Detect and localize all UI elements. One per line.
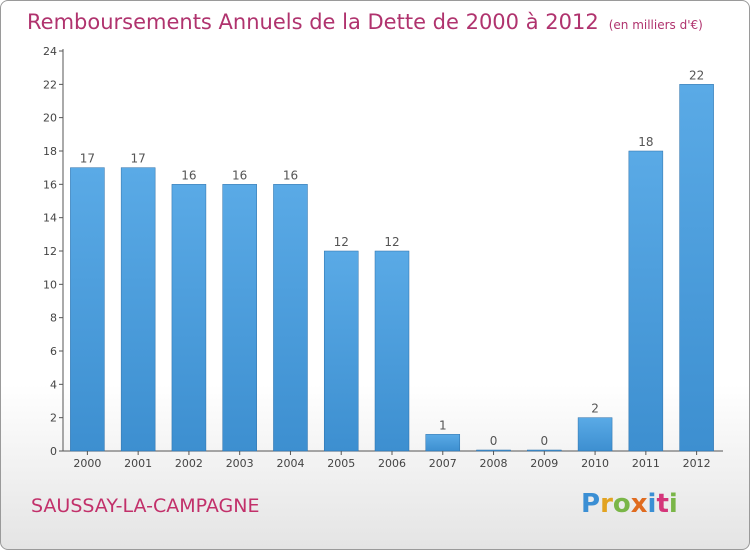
x-tick-label: 2009 — [530, 457, 558, 470]
y-tick-label: 0 — [50, 445, 57, 458]
y-tick-label: 22 — [43, 78, 57, 91]
bar-value-label: 17 — [80, 152, 95, 166]
logo-letter: i — [668, 489, 678, 519]
chart-title: Remboursements Annuels de la Dette de 20… — [27, 10, 703, 34]
bar-value-label: 1 — [439, 418, 447, 432]
y-tick-label: 20 — [43, 112, 57, 125]
bar — [527, 449, 562, 452]
logo-letter: P — [581, 489, 601, 519]
proxiti-logo: Proxiti — [581, 489, 678, 519]
logo-letter: o — [612, 489, 631, 519]
x-tick-label: 2007 — [429, 457, 457, 470]
logo-letter: x — [630, 489, 648, 519]
logo-letter: r — [600, 489, 613, 519]
bar — [374, 250, 410, 452]
bar-value-label: 18 — [638, 135, 653, 149]
y-tick-label: 14 — [43, 212, 57, 225]
bar-value-label: 2 — [591, 402, 599, 416]
bar-value-label: 16 — [283, 168, 298, 182]
x-tick-label: 2006 — [378, 457, 406, 470]
bar — [222, 184, 257, 452]
bar — [273, 184, 308, 452]
bar-value-label: 22 — [689, 68, 704, 82]
y-tick-label: 6 — [50, 345, 57, 358]
y-tick-label: 24 — [43, 45, 57, 58]
x-tick-label: 2011 — [632, 457, 660, 470]
bar-value-label: 0 — [540, 434, 548, 448]
bar — [70, 167, 105, 452]
x-tick-label: 2010 — [581, 457, 609, 470]
bar-value-label: 0 — [490, 434, 498, 448]
x-tick-label: 2005 — [327, 457, 355, 470]
x-tick-label: 2012 — [683, 457, 711, 470]
bar — [425, 434, 461, 452]
x-tick-label: 2004 — [276, 457, 304, 470]
chart-title-text: Remboursements Annuels de la Dette de 20… — [27, 10, 599, 34]
commune-name: SAUSSAY-LA-CAMPAGNE — [31, 495, 260, 517]
x-tick-label: 2002 — [175, 457, 203, 470]
x-tick-label: 2001 — [124, 457, 152, 470]
chart-unit: (en milliers d'€) — [608, 18, 703, 32]
bar — [577, 417, 613, 452]
bar-value-label: 17 — [131, 152, 146, 166]
y-tick-label: 12 — [43, 245, 57, 258]
logo-letter: t — [656, 489, 669, 519]
y-tick-label: 4 — [50, 378, 57, 391]
bar-value-label: 12 — [334, 235, 349, 249]
y-tick-label: 2 — [50, 412, 57, 425]
bar-value-label: 16 — [181, 168, 196, 182]
logo-letter: i — [647, 489, 657, 519]
x-tick-label: 2000 — [73, 457, 101, 470]
bar — [679, 84, 714, 452]
y-tick-label: 10 — [43, 278, 57, 291]
x-tick-label: 2003 — [226, 457, 254, 470]
bar-value-label: 16 — [232, 168, 247, 182]
bar-value-label: 12 — [384, 235, 399, 249]
y-tick-label: 16 — [43, 178, 57, 191]
bar — [476, 449, 511, 452]
y-tick-label: 18 — [43, 145, 57, 158]
x-tick-label: 2008 — [480, 457, 508, 470]
bar — [120, 167, 156, 452]
y-tick-label: 8 — [50, 312, 57, 325]
bar — [323, 250, 359, 452]
bar — [628, 150, 664, 452]
bar — [171, 184, 207, 452]
